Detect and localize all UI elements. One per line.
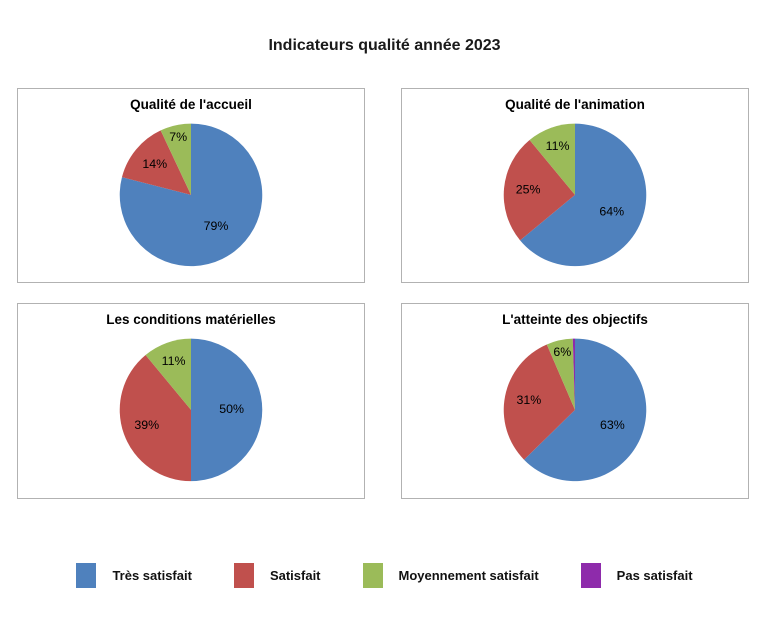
slice-label: 14% xyxy=(142,157,167,171)
pie-slice-satisfait xyxy=(121,130,191,195)
chart-title: Les conditions matérielles xyxy=(106,312,276,327)
slice-label: 11% xyxy=(546,139,570,153)
chart-panel-qualite-animation: Qualité de l'animation 64% 25% 11% xyxy=(401,88,749,283)
slice-label: 50% xyxy=(219,402,244,416)
pie-slice-moyennement-satisfait xyxy=(160,123,191,195)
pie-chart-qualite-accueil: 79% 14%7% xyxy=(119,123,263,267)
chart-panel-atteinte-objectifs: L'atteinte des objectifs 63% 31% 6% xyxy=(401,303,749,499)
pie-slice-moyennement-satisfait xyxy=(145,338,191,410)
pie-slice-satisfait xyxy=(119,354,191,482)
pie-slice-satisfait xyxy=(503,139,575,241)
chart-legend: Très satisfait Satisfait Moyennement sat… xyxy=(0,563,769,588)
pie-slice-très-satisfait xyxy=(524,338,647,482)
chart-title: Qualité de l'accueil xyxy=(130,97,252,112)
legend-swatch-tres-satisfait-icon xyxy=(76,563,97,588)
slice-label: 63% xyxy=(600,418,625,432)
chart-panel-conditions-materielles: Les conditions matérielles 50% 39% 11% xyxy=(17,303,365,499)
pie-slice-très-satisfait xyxy=(520,123,647,267)
slice-label: 79% xyxy=(204,219,229,233)
slice-label: 39% xyxy=(134,418,159,432)
pie-slice-très-satisfait xyxy=(119,123,263,267)
slice-label: 6% xyxy=(553,345,571,359)
pie-slice-moyennement-satisfait xyxy=(529,123,575,195)
legend-item-satisfait: Satisfait xyxy=(233,563,321,588)
slice-label: 7% xyxy=(169,130,187,144)
legend-swatch-satisfait-icon xyxy=(233,563,254,588)
pie-chart-conditions-materielles: 50% 39% 11% xyxy=(119,338,263,482)
legend-item-moyennement-satisfait: Moyennement satisfait xyxy=(362,563,539,588)
legend-item-pas-satisfait: Pas satisfait xyxy=(580,563,693,588)
slice-label: 64% xyxy=(599,204,624,218)
legend-swatch-pas-satisfait-icon xyxy=(580,563,601,588)
slice-label: 25% xyxy=(516,183,541,197)
legend-item-tres-satisfait: Très satisfait xyxy=(76,563,192,588)
chart-panel-qualite-accueil: Qualité de l'accueil 79% 14% 7% xyxy=(17,88,365,283)
pie-chart-qualite-animation: 64% 25% 11% xyxy=(503,123,647,267)
pie-slice-pas-satisfait xyxy=(572,338,575,410)
pie-chart-atteinte-objectifs: 63% 31% 6% xyxy=(503,338,647,482)
slice-label: 31% xyxy=(517,393,542,407)
pie-slice-très-satisfait xyxy=(191,338,263,482)
legend-label: Moyennement satisfait xyxy=(398,568,539,583)
legend-label: Pas satisfait xyxy=(616,568,693,583)
legend-swatch-moyennement-satisfait-icon xyxy=(362,563,383,588)
chart-title: Qualité de l'animation xyxy=(505,97,645,112)
pie-slice-satisfait xyxy=(503,344,575,460)
legend-label: Satisfait xyxy=(269,568,321,583)
pie-slice-moyennement-satisfait xyxy=(546,338,575,410)
slice-label: 11% xyxy=(162,354,186,368)
page-title: Indicateurs qualité année 2023 xyxy=(268,37,501,54)
chart-title: L'atteinte des objectifs xyxy=(502,312,648,327)
legend-label: Très satisfait xyxy=(112,568,192,583)
